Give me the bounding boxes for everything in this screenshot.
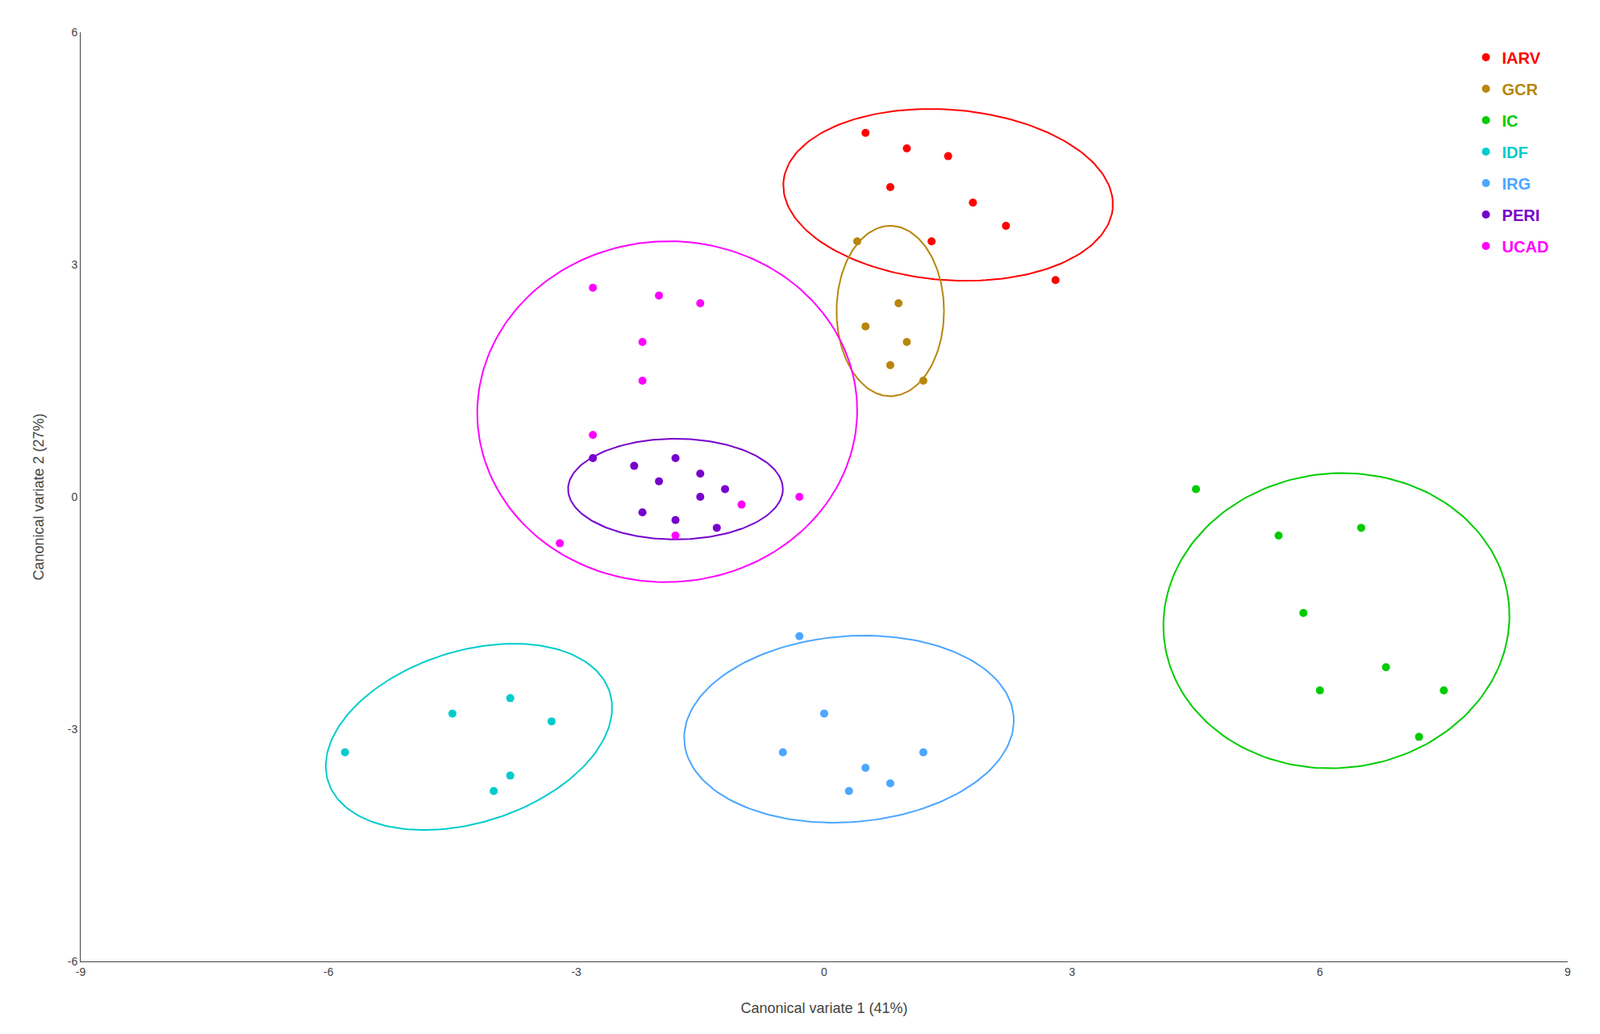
svg-text:9: 9 xyxy=(1564,965,1571,979)
svg-text:6: 6 xyxy=(1316,965,1324,979)
svg-text:UCAD: UCAD xyxy=(1502,237,1550,256)
svg-text:0: 0 xyxy=(70,490,78,504)
svg-text:Canonical variate 1 (41%): Canonical variate 1 (41%) xyxy=(740,1000,908,1017)
svg-text:IDF: IDF xyxy=(1502,143,1529,162)
svg-text:IC: IC xyxy=(1502,112,1519,130)
svg-text:-3: -3 xyxy=(67,722,79,736)
svg-text:3: 3 xyxy=(70,258,78,271)
svg-text:3: 3 xyxy=(1068,965,1075,979)
svg-text:6: 6 xyxy=(70,25,78,39)
svg-text:Canonical variate 2 (27%): Canonical variate 2 (27%) xyxy=(30,412,47,580)
svg-text:PERI: PERI xyxy=(1502,206,1541,225)
svg-text:-3: -3 xyxy=(570,965,582,979)
svg-text:0: 0 xyxy=(820,965,828,979)
svg-text:-6: -6 xyxy=(323,965,334,979)
svg-text:IARV: IARV xyxy=(1502,49,1542,67)
svg-text:GCR: GCR xyxy=(1502,80,1539,99)
svg-text:-9: -9 xyxy=(75,965,87,979)
svg-text:-6: -6 xyxy=(67,954,79,968)
svg-text:IRG: IRG xyxy=(1502,175,1532,193)
